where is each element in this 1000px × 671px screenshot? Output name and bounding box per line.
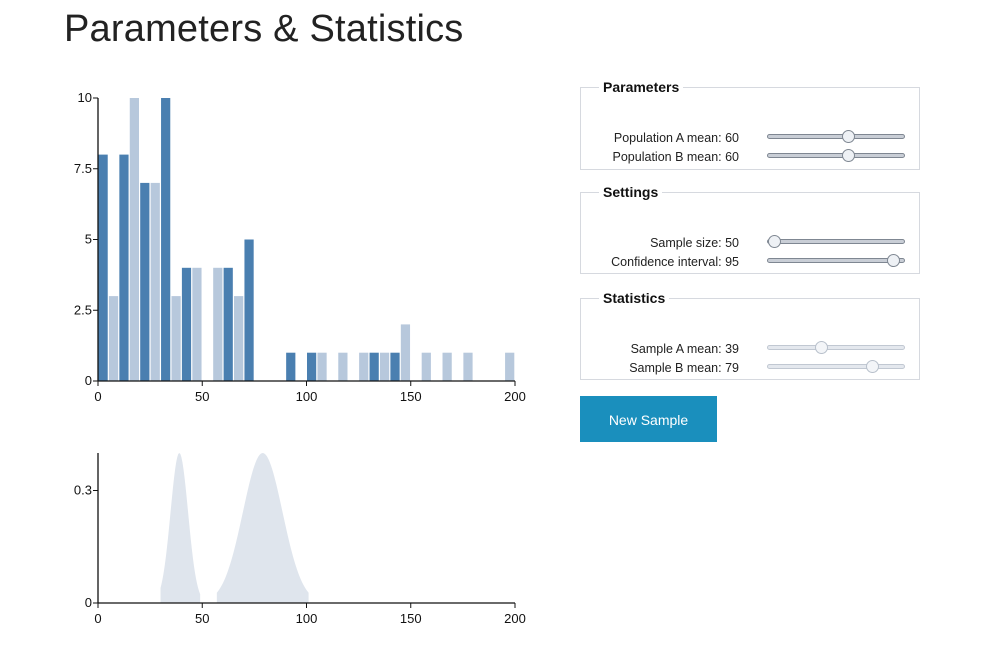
population-a-mean-slider[interactable] xyxy=(767,130,905,143)
density_b-area xyxy=(216,453,309,603)
slider-thumb[interactable] xyxy=(841,149,855,162)
x-tick-label: 200 xyxy=(504,389,526,404)
density-chart: 0 50 100 150 200 0 0.3 xyxy=(74,453,526,626)
sample_b-bar xyxy=(359,352,369,381)
y-tick-label: 0.3 xyxy=(74,483,92,498)
slider-thumb xyxy=(814,341,828,354)
slider-row-confidence-interval: Confidence interval: 95 xyxy=(581,253,921,271)
x-tick-label: 0 xyxy=(94,611,101,626)
x-tick-label: 50 xyxy=(195,389,209,404)
x-tick-label: 100 xyxy=(296,389,318,404)
parameters-panel: Parameters Population A mean: 60 Populat… xyxy=(580,79,920,170)
sample_b-bar xyxy=(213,267,223,381)
sample-size-slider[interactable] xyxy=(767,235,905,248)
sample_a-bar xyxy=(140,182,150,381)
slider-row-population-b-mean: Population B mean: 60 xyxy=(581,148,921,166)
population-b-mean-slider[interactable] xyxy=(767,149,905,162)
sample_b-bar xyxy=(379,352,390,381)
population-a-mean-label: Population A mean: 60 xyxy=(613,131,739,145)
density_a-area xyxy=(160,453,201,603)
y-tick-label: 5 xyxy=(85,232,92,247)
x-tick-label: 150 xyxy=(400,389,422,404)
new-sample-button[interactable]: New Sample xyxy=(580,396,717,442)
sample_b-bar xyxy=(129,98,139,381)
sample_a-bar xyxy=(181,267,192,381)
y-tick-label: 7.5 xyxy=(74,161,92,176)
x-tick-label: 0 xyxy=(94,389,101,404)
x-tick-label: 50 xyxy=(195,611,209,626)
sample-b-mean-label: Sample B mean: 79 xyxy=(629,361,739,375)
slider-row-sample-a-mean: Sample A mean: 39 xyxy=(581,340,921,358)
sample_b-bar xyxy=(108,296,119,381)
sample_b-bar xyxy=(171,296,181,381)
slider-row-sample-size: Sample size: 50 xyxy=(581,234,921,252)
histogram-chart: 0 50 100 150 200 0 2.5 5 7.5 10 xyxy=(74,90,526,404)
sample_a-bar xyxy=(223,267,233,381)
sample_b-bar xyxy=(317,352,327,381)
sample_b-bar xyxy=(400,324,411,381)
slider-thumb[interactable] xyxy=(886,254,900,267)
sample_b-bar xyxy=(505,352,515,381)
sample_a-bar xyxy=(119,154,129,381)
slider-row-population-a-mean: Population A mean: 60 xyxy=(581,129,921,147)
sample_a-bar xyxy=(244,239,254,381)
sample_a-bar xyxy=(390,352,400,381)
sample_b-bar xyxy=(421,352,431,381)
settings-panel: Settings Sample size: 50 Confidence inte… xyxy=(580,184,920,274)
x-tick-label: 150 xyxy=(400,611,422,626)
sample_b-bar xyxy=(463,352,473,381)
statistics-panel: Statistics Sample A mean: 39 Sample B me… xyxy=(580,290,920,380)
population-b-mean-label: Population B mean: 60 xyxy=(612,150,739,164)
y-tick-label: 10 xyxy=(78,90,92,105)
y-tick-label: 0 xyxy=(85,373,92,388)
slider-row-sample-b-mean: Sample B mean: 79 xyxy=(581,359,921,377)
sample_a-bar xyxy=(286,352,296,381)
sample_a-bar xyxy=(369,352,379,381)
sample_b-bar xyxy=(150,182,160,381)
sample-a-mean-slider xyxy=(767,341,905,354)
page-title: Parameters & Statistics xyxy=(64,8,464,50)
sample_b-bar xyxy=(338,352,348,381)
confidence-interval-slider[interactable] xyxy=(767,254,905,267)
slider-thumb xyxy=(866,360,880,373)
x-tick-label: 200 xyxy=(504,611,526,626)
y-tick-label: 0 xyxy=(85,595,92,610)
sample_a-bar xyxy=(98,154,108,381)
sample_b-bar xyxy=(192,267,202,381)
x-tick-label: 100 xyxy=(296,611,318,626)
sample_b-bar xyxy=(442,352,452,381)
parameters-legend: Parameters xyxy=(603,79,680,95)
settings-legend: Settings xyxy=(603,184,659,200)
statistics-legend: Statistics xyxy=(603,290,666,306)
sample_b-bar xyxy=(234,296,244,381)
sample_a-bar xyxy=(307,352,317,381)
slider-thumb[interactable] xyxy=(767,235,781,248)
sample-a-mean-label: Sample A mean: 39 xyxy=(630,342,739,356)
sample-b-mean-slider xyxy=(767,360,905,373)
y-tick-label: 2.5 xyxy=(74,302,92,317)
sample-size-label: Sample size: 50 xyxy=(650,236,739,250)
slider-thumb[interactable] xyxy=(841,130,855,143)
sample_a-bar xyxy=(161,98,171,381)
confidence-interval-label: Confidence interval: 95 xyxy=(611,255,739,269)
